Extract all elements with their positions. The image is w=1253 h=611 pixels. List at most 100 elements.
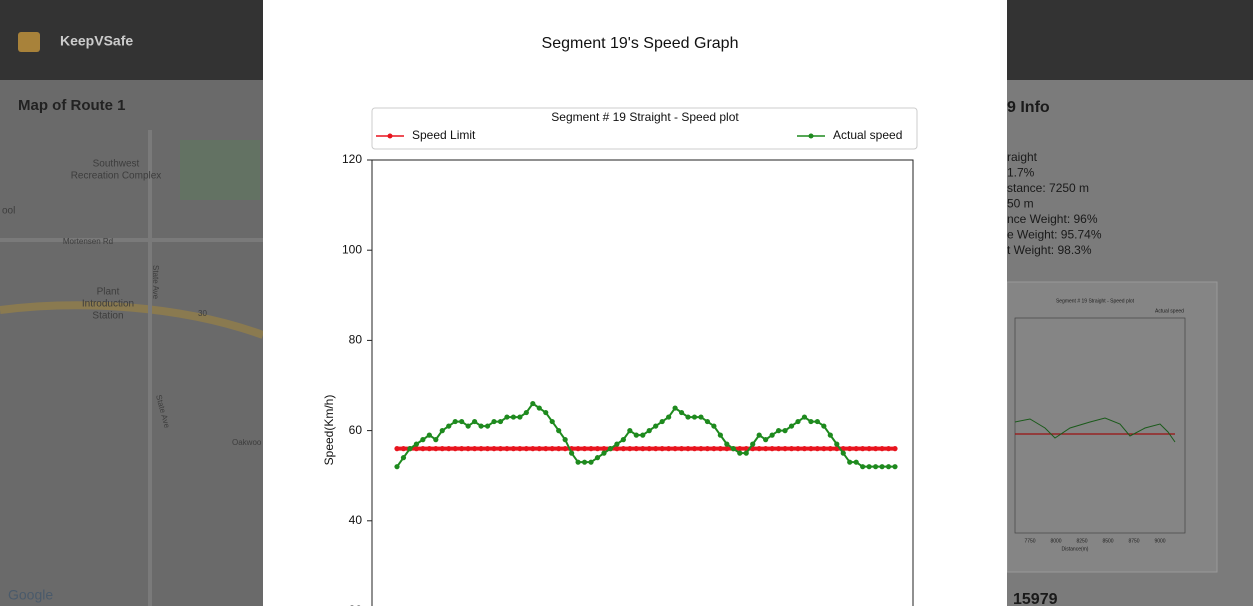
point (854, 446, 859, 451)
point (666, 414, 671, 419)
point (614, 442, 619, 447)
point (420, 437, 425, 442)
point (873, 464, 878, 469)
legend-label: Actual speed (833, 128, 902, 142)
point (782, 446, 787, 451)
info-line: e Weight: 95.74% (1007, 228, 1102, 242)
map-park (180, 140, 260, 200)
point (621, 437, 626, 442)
point (886, 464, 891, 469)
modal (263, 0, 1007, 606)
point (575, 460, 580, 465)
map-label: Oakwoo (232, 438, 262, 447)
point (789, 423, 794, 428)
point (478, 423, 483, 428)
point (666, 446, 671, 451)
point (466, 423, 471, 428)
point (705, 419, 710, 424)
map-label: Recreation Complex (71, 171, 162, 182)
info-line: raight (1007, 150, 1038, 164)
point (472, 419, 477, 424)
point (524, 410, 529, 415)
point (504, 446, 509, 451)
map-label: Southwest (93, 159, 140, 170)
legend-marker (809, 134, 814, 139)
map-title: Map of Route 1 (18, 97, 126, 114)
point (750, 442, 755, 447)
point (530, 401, 535, 406)
point (472, 446, 477, 451)
point (685, 414, 690, 419)
point (685, 446, 690, 451)
point (446, 446, 451, 451)
point (821, 423, 826, 428)
point (660, 419, 665, 424)
point (828, 446, 833, 451)
point (634, 433, 639, 438)
point (466, 446, 471, 451)
map-label: Plant (97, 287, 120, 298)
y-tick-label: 120 (342, 152, 362, 166)
point (433, 446, 438, 451)
point (776, 446, 781, 451)
info-line: 1.7% (1007, 166, 1035, 180)
y-tick-label: 100 (342, 242, 362, 256)
point (692, 446, 697, 451)
point (731, 446, 736, 451)
map-label: ool (2, 206, 15, 217)
point (873, 446, 878, 451)
point (394, 464, 399, 469)
point (595, 446, 600, 451)
point (446, 423, 451, 428)
point (453, 446, 458, 451)
point (524, 446, 529, 451)
screen: KeepVSafe Map of Route 1 Southwest Recre… (0, 0, 1253, 606)
point (698, 446, 703, 451)
point (498, 419, 503, 424)
point (634, 446, 639, 451)
point (491, 419, 496, 424)
point (770, 446, 775, 451)
thumbnail-xlabel: Distance(m) (1062, 546, 1089, 552)
point (879, 464, 884, 469)
point (459, 419, 464, 424)
map-label: 30 (198, 309, 207, 318)
point (776, 428, 781, 433)
point (718, 446, 723, 451)
point (653, 423, 658, 428)
point (744, 451, 749, 456)
point (556, 446, 561, 451)
point (588, 460, 593, 465)
point (504, 414, 509, 419)
point (640, 433, 645, 438)
y-tick-label: 40 (349, 513, 363, 527)
point (789, 446, 794, 451)
logo-icon (18, 32, 40, 52)
point (414, 442, 419, 447)
point (608, 446, 613, 451)
point (440, 446, 445, 451)
point (517, 414, 522, 419)
point (601, 451, 606, 456)
point (640, 446, 645, 451)
point (711, 423, 716, 428)
thumbnail-tick: 8500 (1102, 538, 1113, 544)
point (601, 446, 606, 451)
point (401, 446, 406, 451)
point (737, 451, 742, 456)
point (724, 446, 729, 451)
point (860, 464, 865, 469)
point (582, 446, 587, 451)
map-label: State Ave (151, 265, 160, 300)
point (815, 419, 820, 424)
map-label: Introduction (82, 299, 134, 310)
legend-label: Speed Limit (412, 128, 476, 142)
point (718, 433, 723, 438)
point (394, 446, 399, 451)
point (543, 446, 548, 451)
thumbnail-card (1007, 282, 1217, 572)
point (478, 446, 483, 451)
point (427, 446, 432, 451)
point (420, 446, 425, 451)
point (770, 433, 775, 438)
